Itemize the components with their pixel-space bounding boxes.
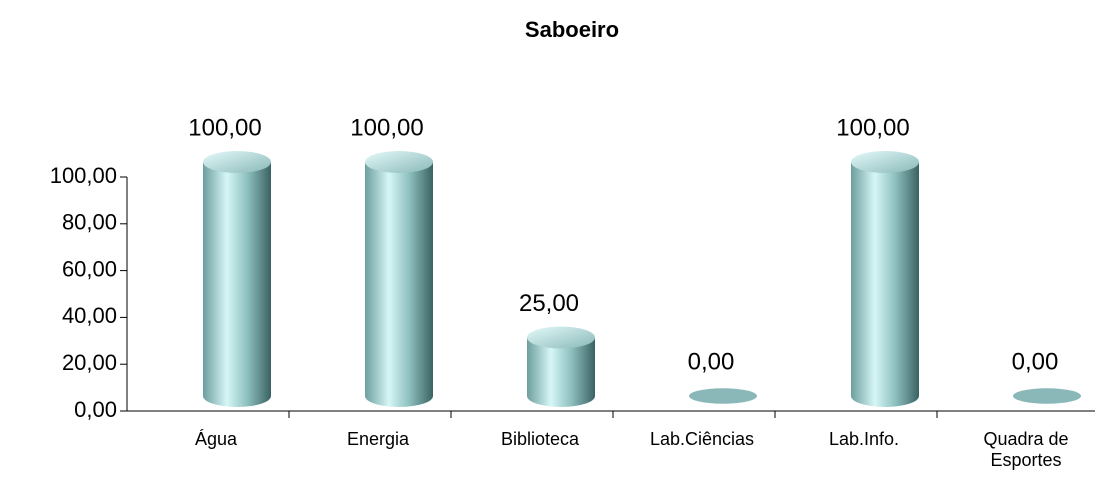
bar-body <box>203 162 271 407</box>
x-tick-label: Água <box>194 429 238 449</box>
x-tick-label: Lab.Info. <box>828 429 900 449</box>
y-tick-label: 100,00 <box>50 163 117 188</box>
bar <box>1013 388 1081 404</box>
bar-top <box>527 326 595 349</box>
y-tick-label: 40,00 <box>62 303 117 328</box>
value-label: 100,00 <box>350 114 423 141</box>
value-label: 100,00 <box>188 114 261 141</box>
bar <box>365 151 433 407</box>
value-label: 0,00 <box>688 348 735 375</box>
x-tick-label: Biblioteca <box>500 429 580 449</box>
bar <box>203 151 271 407</box>
bar <box>689 388 757 404</box>
x-tick-label: Quadra de Esportes <box>983 429 1069 470</box>
bar-body <box>365 162 433 407</box>
bar-top <box>203 151 271 173</box>
chart-title: Saboeiro <box>525 17 619 42</box>
bar <box>527 326 595 407</box>
value-label: 25,00 <box>519 290 579 317</box>
value-label: 0,00 <box>1012 348 1059 375</box>
value-label: 100,00 <box>836 114 909 141</box>
x-tick-label: Lab.Ciências <box>649 429 755 449</box>
y-tick-label: 20,00 <box>62 350 117 375</box>
bar-top <box>851 151 919 173</box>
bar <box>851 151 919 407</box>
bar-base <box>1013 388 1081 404</box>
bar-top <box>365 151 433 173</box>
y-tick-label: 0,00 <box>74 397 117 422</box>
bar-body <box>851 162 919 407</box>
y-tick-label: 60,00 <box>62 256 117 281</box>
bar-body <box>527 337 595 407</box>
x-tick-label: Energia <box>346 429 410 449</box>
y-tick-label: 80,00 <box>62 210 117 235</box>
bar-base <box>689 388 757 404</box>
